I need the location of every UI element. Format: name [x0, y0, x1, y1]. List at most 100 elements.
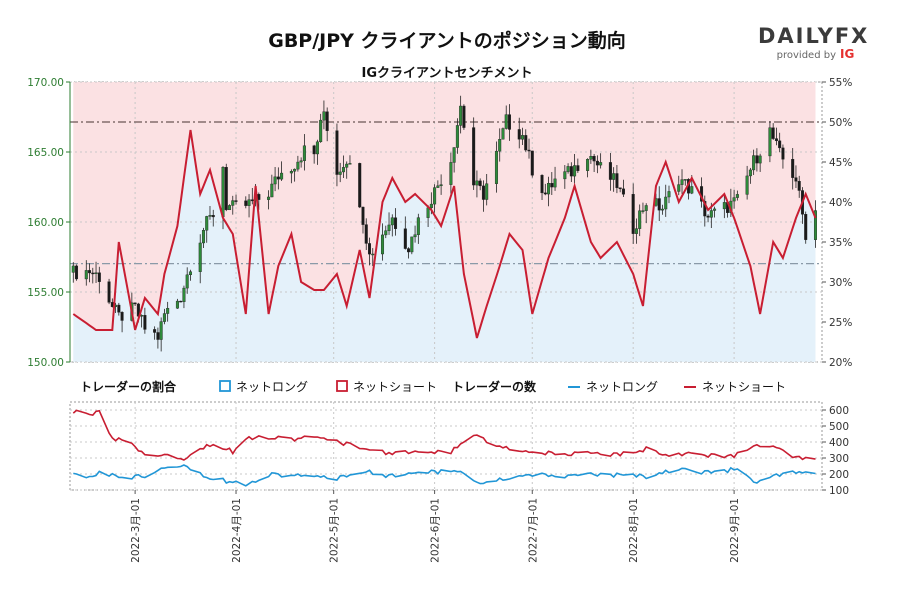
candle [660, 204, 664, 215]
candle [361, 206, 365, 234]
chart-subtitle: IGクライアントセンチメント [362, 66, 533, 81]
candle [117, 302, 121, 316]
candle [175, 298, 179, 309]
candle [433, 184, 437, 213]
candle [758, 153, 762, 172]
candle [319, 113, 323, 143]
candle [631, 183, 635, 244]
candle [156, 327, 160, 349]
candle [153, 326, 157, 340]
price-axis: 150.00 155.00 160.00 165.00 170.00 [27, 77, 71, 369]
candle [75, 264, 79, 281]
candle [224, 163, 228, 212]
candle [449, 152, 453, 196]
candle [589, 149, 593, 164]
candle [364, 218, 368, 251]
price-tick-label: 150.00 [27, 357, 64, 369]
candle [322, 100, 326, 130]
candle [573, 154, 577, 184]
candle [524, 129, 528, 152]
candle [205, 215, 209, 243]
candle [641, 202, 645, 214]
percent-tick-label: 55% [829, 77, 852, 89]
candle [293, 168, 297, 182]
price-tick-label: 160.00 [27, 217, 64, 229]
lower-plot-frame [69, 401, 823, 491]
candle [621, 179, 625, 197]
count-tick-label: 200 [829, 469, 849, 481]
candle [166, 301, 170, 322]
brand-tagline: provided by [777, 50, 836, 61]
candle [185, 267, 189, 294]
legend-long-box [219, 380, 231, 392]
candle [543, 183, 547, 196]
count-tick-label: 400 [829, 437, 849, 449]
candle [394, 208, 398, 236]
candle [198, 234, 202, 284]
candle [752, 149, 756, 175]
candle [270, 174, 274, 198]
candle [774, 127, 778, 146]
price-sentiment-panel: 150.00 155.00 160.00 165.00 170.00 20% 25% 30%… [27, 77, 852, 369]
date-tick-label: 2022-6月-01 [430, 498, 442, 563]
candle [683, 179, 687, 186]
count-tick-label: 600 [829, 405, 849, 417]
candle [335, 123, 339, 187]
price-tick-label: 170.00 [27, 77, 64, 89]
net-long-count-line [73, 464, 816, 487]
candle [459, 95, 463, 134]
candle [120, 311, 124, 333]
net-long-area [73, 130, 816, 362]
candle [84, 260, 88, 286]
net-short-area [73, 82, 816, 338]
percent-tick-label: 35% [829, 237, 852, 249]
candle [201, 227, 205, 249]
candle [455, 118, 459, 154]
date-tick-label: 2022-3月-01 [130, 498, 142, 563]
candle [345, 161, 349, 179]
candle [348, 155, 352, 165]
candle [501, 127, 505, 140]
trader-count-axis: 100 200 300 400 500 600 [822, 405, 849, 497]
candle [280, 161, 284, 181]
candle [413, 225, 417, 243]
price-tick-label: 165.00 [27, 147, 64, 159]
candle [244, 196, 248, 209]
candle [586, 158, 590, 178]
candle [143, 307, 147, 334]
candle [612, 167, 616, 192]
candle [550, 172, 554, 195]
percent-tick-label: 45% [829, 157, 852, 169]
candle [410, 236, 414, 255]
candle [91, 267, 95, 284]
candle [159, 317, 163, 352]
percent-tick-label: 20% [829, 357, 852, 369]
candle [403, 216, 407, 250]
legend-net-long-count: ネットロング [586, 380, 658, 394]
candle [748, 167, 752, 184]
dailyfx-logo: DAILYFX provided by IG [758, 24, 867, 61]
candle [494, 141, 498, 193]
net-short-percent-line [72, 129, 817, 339]
candle [797, 175, 801, 198]
candle [677, 175, 681, 196]
candle [390, 214, 394, 237]
candle [475, 170, 479, 198]
candle [706, 214, 710, 223]
candle [667, 185, 671, 204]
candle [553, 166, 557, 191]
candle [722, 195, 726, 219]
candle [325, 107, 329, 142]
candle [462, 104, 466, 130]
date-tick-label: 2022-5月-01 [329, 498, 341, 563]
candle [481, 180, 485, 212]
candle [107, 278, 111, 305]
candle [530, 150, 534, 178]
candle [599, 153, 603, 169]
price-tick-label: 155.00 [27, 287, 64, 299]
candle [439, 174, 443, 195]
percent-tick-label: 25% [829, 317, 852, 329]
candle [634, 218, 638, 244]
candle [732, 189, 736, 209]
candle [794, 165, 798, 189]
